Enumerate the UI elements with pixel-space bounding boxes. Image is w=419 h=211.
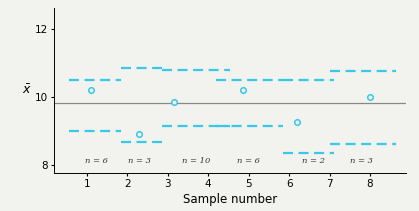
Text: n = 6: n = 6: [237, 157, 260, 165]
Text: n = 3: n = 3: [350, 157, 373, 165]
Y-axis label: $\bar{x}$: $\bar{x}$: [22, 84, 31, 97]
Text: n = 3: n = 3: [128, 157, 151, 165]
Text: n = 2: n = 2: [302, 157, 325, 165]
X-axis label: Sample number: Sample number: [184, 193, 277, 206]
Text: n = 6: n = 6: [85, 157, 109, 165]
Text: n = 10: n = 10: [182, 157, 210, 165]
